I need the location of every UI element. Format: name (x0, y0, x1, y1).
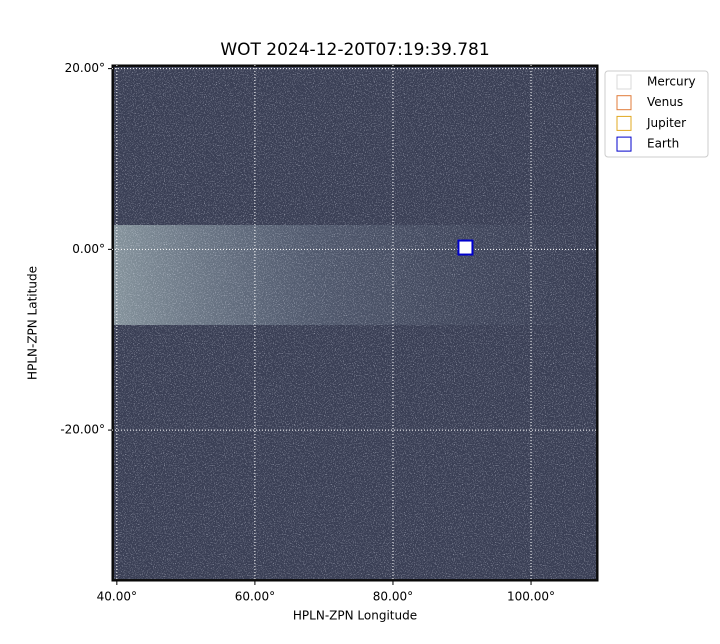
legend-label: Venus (647, 95, 683, 109)
legend-swatch (616, 74, 632, 90)
image-noise (112, 65, 598, 581)
y-tick-label: 20.00° (65, 61, 105, 75)
x-tick-label: 80.00° (373, 590, 413, 604)
legend-label: Jupiter (646, 116, 686, 130)
y-tick-label: -20.00° (60, 423, 105, 437)
x-tick-label: 60.00° (235, 590, 275, 604)
x-tick-label: 100.00° (507, 590, 555, 604)
chart-title: WOT 2024-12-20T07:19:39.781 (220, 40, 489, 60)
legend-label: Earth (647, 137, 679, 151)
axes-frame (111, 64, 599, 582)
legend-swatch (616, 136, 632, 152)
legend-swatch (616, 95, 632, 111)
y-axis-label: HPLN-ZPN Latitude (26, 266, 40, 380)
planet-marker (457, 239, 474, 256)
image (112, 65, 598, 581)
y-tick-label: 0.00° (72, 242, 105, 256)
legend-label: Mercury (647, 75, 696, 89)
x-axis-label: HPLN-ZPN Longitude (293, 609, 417, 623)
x-tick-label: 40.00° (97, 590, 137, 604)
legend-swatch (616, 115, 632, 131)
legend (604, 70, 709, 158)
